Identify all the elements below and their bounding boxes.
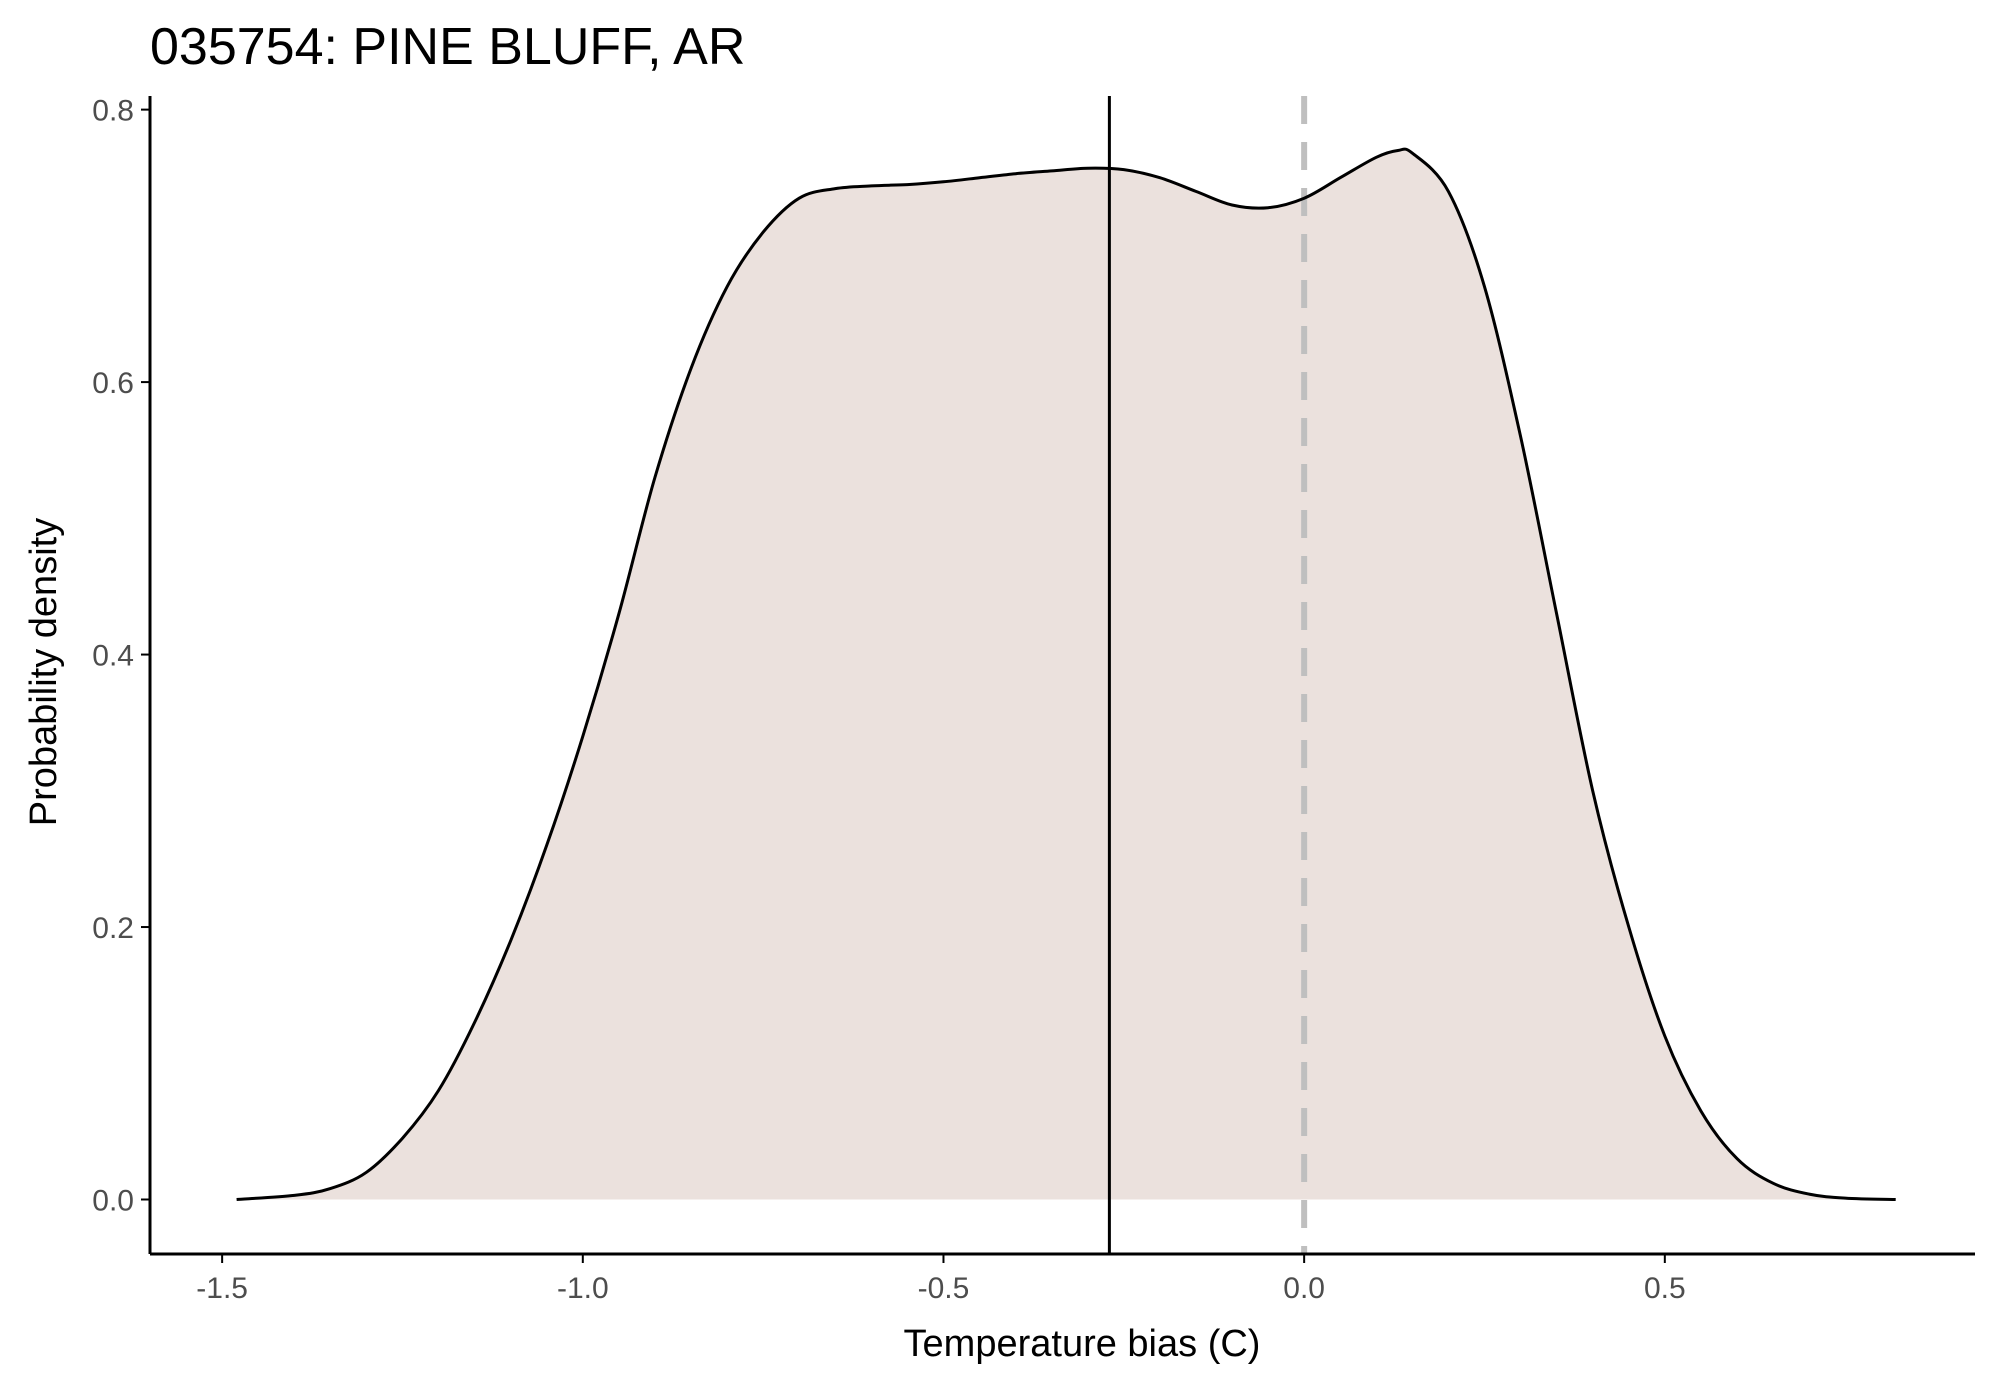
x-tick-label: -1.0	[557, 1272, 609, 1305]
x-axis-title: Temperature bias (C)	[904, 1323, 1261, 1365]
x-axis-ticks: -1.5 -1.0 -0.5 0.0 0.5	[196, 1254, 1686, 1305]
y-axis-title: Probability density	[23, 518, 65, 826]
chart-title: 035754: PINE BLUFF, AR	[150, 18, 745, 76]
x-tick-label: 0.5	[1644, 1272, 1686, 1305]
y-tick-label: 0.0	[92, 1185, 134, 1218]
x-tick-label: -1.5	[196, 1272, 248, 1305]
density-area	[236, 149, 1896, 1200]
x-tick-label: -0.5	[918, 1272, 970, 1305]
y-tick-label: 0.2	[92, 912, 134, 945]
y-tick-label: 0.6	[92, 367, 134, 400]
density-curve	[236, 147, 1896, 1201]
y-tick-label: 0.8	[92, 95, 134, 128]
y-axis-ticks: 0.0 0.2 0.4 0.6 0.8	[92, 95, 150, 1218]
y-tick-label: 0.4	[92, 640, 134, 673]
x-tick-label: 0.0	[1283, 1272, 1325, 1305]
